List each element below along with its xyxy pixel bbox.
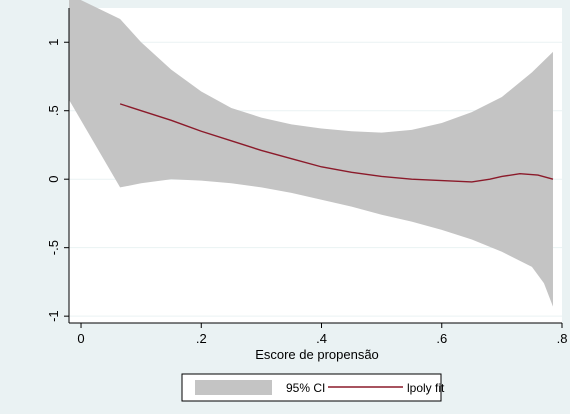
x-tick-label-2: .4 (316, 331, 327, 346)
x-tick-label-3: .6 (436, 331, 447, 346)
y-tick-label-1: -.5 (46, 240, 61, 255)
legend-label-95-ci: 95% CI (286, 381, 325, 395)
y-tick-label-4: 1 (46, 39, 61, 46)
x-tick-label-0: 0 (77, 331, 84, 346)
y-tick-label-2: 0 (46, 176, 61, 183)
y-tick-label-3: .5 (46, 105, 61, 116)
x-axis-title: Escore de propensão (255, 347, 379, 362)
legend-label-lpoly-fit: lpoly fit (407, 381, 445, 395)
x-tick-label-4: .8 (557, 331, 568, 346)
x-tick-label-1: .2 (196, 331, 207, 346)
legend: 95% CI lpoly fit (182, 374, 445, 401)
legend-swatch-95-ci (195, 380, 272, 395)
y-tick-label-0: -1 (46, 310, 61, 322)
